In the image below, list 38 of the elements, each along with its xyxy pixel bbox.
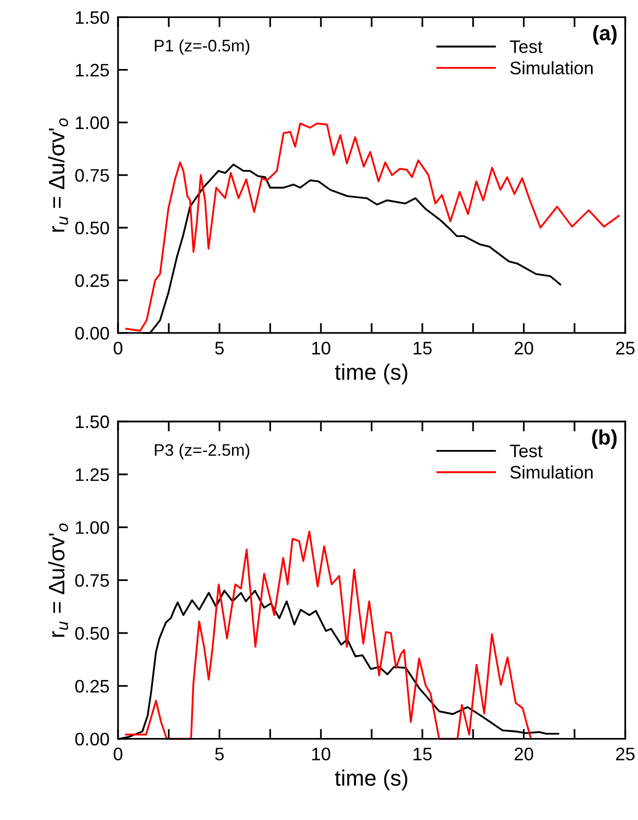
annotation: (b)	[592, 429, 617, 449]
y-tick-label: 0.00	[75, 326, 109, 340]
x-axis-title: time (s)	[334, 770, 408, 790]
y-tick-label: 1.00	[76, 521, 109, 534]
x-tick-label: 0	[114, 748, 122, 760]
annotation: P3 (z=-2.5m)	[154, 444, 250, 460]
y-tick-label: 0.50	[75, 222, 109, 234]
y-axis-title: r$_{u}$ = Δu/σv'$_{o}$	[48, 118, 68, 232]
legend-label: Simulation	[510, 61, 593, 74]
y-tick-label: 1.50	[76, 415, 109, 428]
x-tick-label: 25	[616, 342, 635, 355]
x-tick-label: 0	[114, 342, 122, 355]
y-tick-label: 0.75	[75, 574, 109, 587]
x-tick-label: 15	[414, 748, 432, 760]
y-tick-label: 1.25	[76, 64, 109, 77]
annotation: (a)	[593, 25, 617, 45]
y-tick-label: 0.75	[75, 169, 109, 182]
x-axis-title: time (s)	[334, 364, 408, 384]
x-tick-label: 25	[616, 748, 635, 760]
y-tick-label: 0.25	[75, 274, 109, 288]
x-tick-label: 5	[215, 748, 224, 760]
x-tick-label: 20	[514, 748, 534, 760]
y-axis-title: r$_{u}$ = Δu/σv'$_{o}$	[48, 523, 68, 637]
x-tick-label: 15	[414, 342, 432, 355]
legend-label: Simulation	[510, 465, 593, 479]
legend-label: Test	[510, 444, 542, 458]
y-tick-label: 1.25	[76, 468, 109, 482]
x-tick-label: 20	[514, 342, 534, 355]
x-tick-label: 10	[312, 342, 330, 355]
x-tick-label: 10	[312, 748, 330, 760]
y-tick-label: 0.25	[75, 680, 109, 693]
y-tick-label: 0.00	[75, 732, 109, 746]
y-tick-label: 1.50	[76, 11, 109, 24]
y-tick-label: 1.00	[76, 116, 109, 130]
legend-label: Test	[510, 40, 542, 54]
x-tick-label: 5	[215, 342, 224, 355]
y-tick-label: 0.50	[75, 626, 109, 640]
annotation: P1 (z=-0.5m)	[154, 39, 250, 55]
